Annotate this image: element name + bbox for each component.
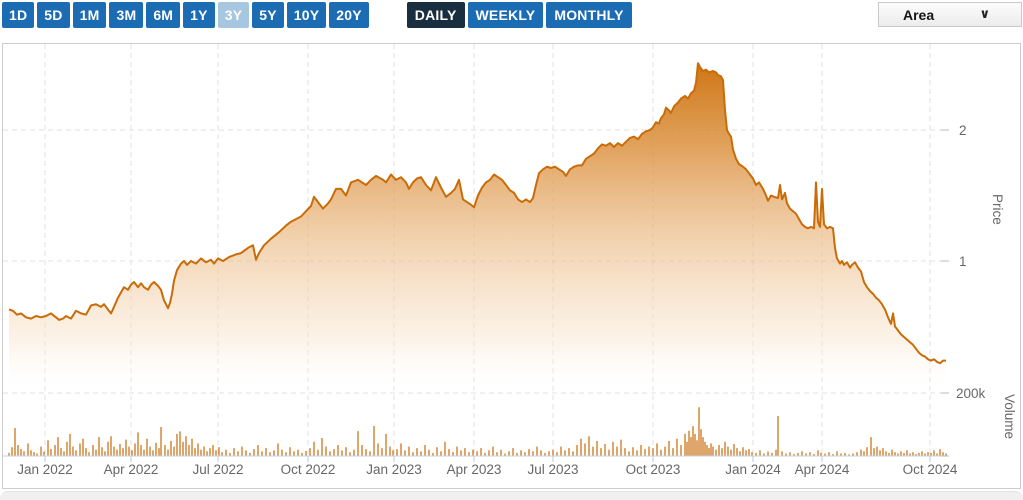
range-button-3y[interactable]: 3Y <box>217 2 250 28</box>
svg-text:Apr 2023: Apr 2023 <box>447 462 502 477</box>
svg-text:Jul 2023: Jul 2023 <box>527 462 578 477</box>
range-button-20y[interactable]: 20Y <box>329 2 369 28</box>
toolbar: 1D 5D 1M 3M 6M 1Y 3Y 5Y 10Y 20Y DAILY WEEKLY MONTHL… <box>2 2 635 28</box>
range-button-1d[interactable]: 1D <box>2 2 35 28</box>
svg-text:2: 2 <box>959 123 967 138</box>
chevron-down-icon: ∨ <box>979 7 990 22</box>
frequency-button-daily[interactable]: DAILY <box>406 2 465 28</box>
chart-type-value: Area <box>903 6 935 23</box>
chart-container: Jan 2022 Apr 2022 Jul 2022 Oct 2022 Jan 2023… <box>2 43 1021 489</box>
svg-text:Apr 2024: Apr 2024 <box>795 462 850 477</box>
volume-bars <box>8 407 947 457</box>
x-axis <box>3 455 947 462</box>
price-line <box>8 62 946 365</box>
svg-text:Jul 2022: Jul 2022 <box>192 462 243 477</box>
range-button-3m[interactable]: 3M <box>109 2 144 28</box>
svg-text:Oct 2023: Oct 2023 <box>626 462 681 477</box>
range-button-6m[interactable]: 6M <box>146 2 181 28</box>
volume-axis-title: Volume <box>1002 394 1017 439</box>
bottom-panel-edge <box>0 491 1023 500</box>
range-button-1y[interactable]: 1Y <box>183 2 215 28</box>
frequency-button-weekly[interactable]: WEEKLY <box>467 2 544 28</box>
range-button-10y[interactable]: 10Y <box>286 2 327 28</box>
svg-text:Jan 2023: Jan 2023 <box>366 462 422 477</box>
svg-text:Oct 2024: Oct 2024 <box>903 462 958 477</box>
chart-type-select[interactable]: Area ∨ <box>878 2 1022 27</box>
svg-text:Jan 2022: Jan 2022 <box>17 462 73 477</box>
price-area-chart: Jan 2022 Apr 2022 Jul 2022 Oct 2022 Jan 2023… <box>3 44 1017 477</box>
frequency-button-monthly[interactable]: MONTHLY <box>546 2 632 28</box>
range-button-5y[interactable]: 5Y <box>252 2 284 28</box>
price-axis-title: Price <box>990 194 1005 225</box>
svg-text:1: 1 <box>959 254 967 269</box>
svg-text:Oct 2022: Oct 2022 <box>281 462 336 477</box>
svg-text:Apr 2022: Apr 2022 <box>104 462 159 477</box>
axis-labels: Jan 2022 Apr 2022 Jul 2022 Oct 2022 Jan 2023… <box>17 123 1017 477</box>
svg-text:Jan 2024: Jan 2024 <box>725 462 781 477</box>
frequency-button-group: DAILY WEEKLY MONTHLY <box>406 2 635 28</box>
range-button-group: 1D 5D 1M 3M 6M 1Y 3Y 5Y 10Y 20Y <box>2 2 372 28</box>
right-axis-ticks <box>941 129 949 457</box>
svg-text:200k: 200k <box>956 386 986 401</box>
range-button-5d[interactable]: 5D <box>37 2 70 28</box>
range-button-1m[interactable]: 1M <box>72 2 107 28</box>
price-area-fill <box>9 63 946 393</box>
